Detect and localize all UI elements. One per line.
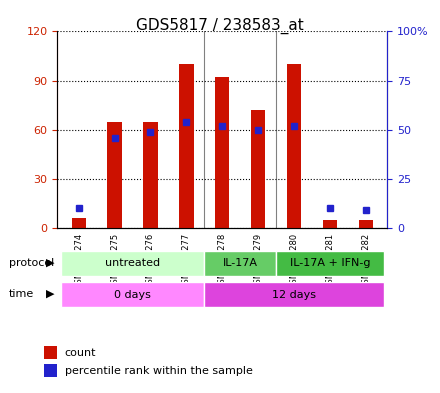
Text: ▶: ▶ (46, 257, 55, 268)
FancyBboxPatch shape (204, 251, 276, 276)
Text: time: time (9, 289, 34, 299)
FancyBboxPatch shape (61, 282, 204, 307)
Text: untreated: untreated (105, 258, 160, 268)
FancyBboxPatch shape (276, 251, 384, 276)
Text: 12 days: 12 days (272, 290, 316, 300)
Text: count: count (65, 347, 96, 358)
Bar (323, 220, 337, 228)
Bar (44, 346, 57, 359)
Text: percentile rank within the sample: percentile rank within the sample (65, 365, 253, 376)
Text: GDS5817 / 238583_at: GDS5817 / 238583_at (136, 18, 304, 34)
FancyBboxPatch shape (61, 251, 204, 276)
FancyBboxPatch shape (204, 282, 384, 307)
Text: 0 days: 0 days (114, 290, 151, 300)
Text: protocol: protocol (9, 257, 54, 268)
Bar (359, 220, 373, 228)
Bar (251, 110, 265, 228)
Bar (107, 121, 122, 228)
Bar (287, 64, 301, 228)
Text: IL-17A: IL-17A (223, 258, 258, 268)
Bar (179, 64, 194, 228)
Bar (143, 121, 158, 228)
Text: IL-17A + IFN-g: IL-17A + IFN-g (290, 258, 370, 268)
Bar (72, 218, 86, 228)
Bar (44, 364, 57, 377)
Text: ▶: ▶ (46, 289, 55, 299)
Bar (215, 77, 229, 228)
